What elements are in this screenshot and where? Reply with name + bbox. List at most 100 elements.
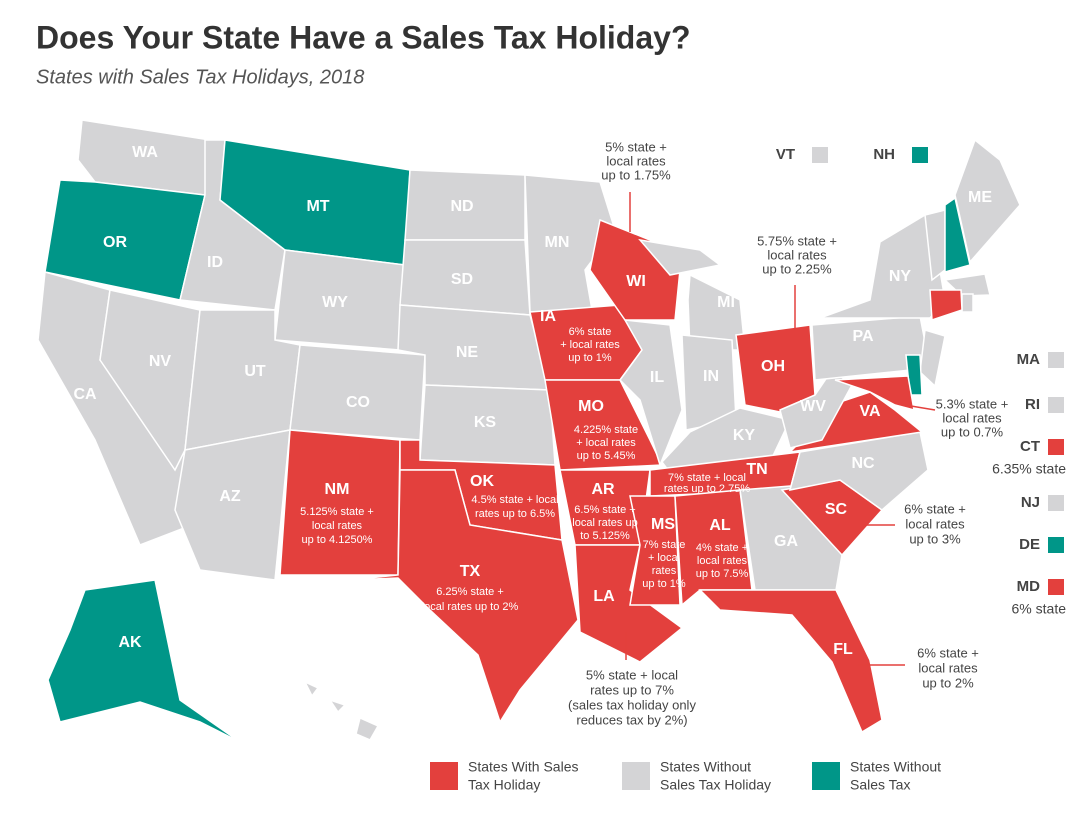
state-shape: [328, 698, 347, 714]
state-label: IA: [540, 308, 556, 325]
state-label: MO: [578, 398, 604, 415]
state-label: MT: [306, 198, 329, 215]
state-note: rates up to 2.75%: [664, 483, 750, 495]
state-label: OH: [761, 358, 785, 375]
state-label: AZ: [219, 488, 241, 505]
state-label: MI: [717, 294, 735, 311]
state-shape: [834, 375, 915, 412]
state-note: up to 2.25%: [762, 261, 832, 276]
state-note: up to 7.5%: [696, 568, 749, 580]
small-state-note: 6.35% state: [992, 461, 1066, 477]
state-shape: [589, 218, 681, 321]
state-note: local rates up to 2%: [422, 601, 519, 613]
state-shape: [349, 469, 579, 724]
state-note: 6.5% state +: [574, 504, 635, 516]
state-label: NM: [325, 481, 350, 498]
state-note: 5% state +: [605, 139, 667, 154]
state-note: up to 1%: [568, 352, 612, 364]
state-shape: [99, 289, 201, 472]
small-state-label: MD: [1017, 578, 1040, 595]
state-note: 5.3% state +: [936, 396, 1009, 411]
state-note: + local rates: [576, 437, 636, 449]
state-note: up to 3%: [909, 531, 961, 546]
state-label: IL: [650, 369, 664, 386]
legend-label: States Without: [660, 759, 751, 775]
state-label: IN: [703, 368, 719, 385]
state-note: local rates up: [572, 517, 637, 529]
state-shape: [629, 495, 681, 606]
state-label: ID: [207, 254, 223, 271]
state-label: GA: [774, 533, 798, 550]
state-shape: [819, 210, 946, 319]
state-shape: [788, 431, 929, 511]
state-note: local rates: [312, 520, 363, 532]
state-note: local rates: [606, 153, 666, 168]
state-shape: [355, 716, 380, 741]
state-label: FL: [833, 641, 853, 658]
state-label: HI: [309, 704, 325, 721]
small-state-swatch: [1048, 439, 1064, 455]
state-label: AR: [591, 481, 615, 498]
state-note: 5.125% state +: [300, 506, 374, 518]
state-note: up to 1%: [642, 578, 686, 590]
state-note: 7% state + local: [668, 472, 746, 484]
small-state-label: NH: [873, 146, 895, 163]
state-note: up to 0.7%: [941, 424, 1004, 439]
state-label: KY: [733, 427, 756, 444]
state-note: reduces tax by 2%): [576, 712, 687, 727]
state-note: (sales tax holiday only: [568, 697, 696, 712]
state-shape: [47, 579, 241, 743]
legend-label: Tax Holiday: [468, 777, 540, 793]
state-label: TN: [746, 461, 767, 478]
state-label: AK: [118, 634, 142, 651]
small-state-swatch: [1048, 537, 1064, 553]
state-note: up to 1.75%: [601, 167, 671, 182]
small-state-note: 6% state: [1012, 601, 1067, 617]
state-label: SC: [825, 501, 848, 518]
state-note: up to 5.45%: [577, 450, 636, 462]
state-shape: [929, 289, 963, 322]
state-shape: [919, 329, 946, 388]
state-label: ND: [450, 198, 473, 215]
state-note: 5% state + local: [586, 667, 678, 682]
state-note: rates: [652, 565, 677, 577]
small-state-label: CT: [1020, 438, 1040, 455]
small-state-label: DE: [1019, 536, 1040, 553]
state-note: up to 2%: [922, 675, 974, 690]
small-state-swatch: [912, 147, 928, 163]
state-shape: [619, 319, 683, 468]
state-shape: [944, 196, 971, 273]
small-state-swatch: [1048, 495, 1064, 511]
state-label: CA: [73, 386, 97, 403]
state-note: + local: [648, 552, 680, 564]
state-shape: [638, 238, 722, 276]
state-note: rates up to 7%: [590, 682, 674, 697]
state-note: + local rates: [560, 339, 620, 351]
state-label: MS: [651, 516, 675, 533]
state-shape: [303, 680, 320, 698]
state-shape: [739, 485, 843, 591]
state-shape: [174, 429, 291, 581]
state-note: local rates: [918, 660, 978, 675]
state-note: 6% state +: [904, 501, 966, 516]
state-shape: [961, 293, 974, 313]
small-state-label: MA: [1017, 351, 1040, 368]
state-note: local rates: [942, 410, 1002, 425]
state-note: local rates: [697, 555, 748, 567]
legend-swatch: [812, 762, 840, 790]
state-note: local rates: [905, 516, 965, 531]
small-state-swatch: [1048, 579, 1064, 595]
state-shape: [289, 344, 426, 441]
state-note: local rates: [767, 247, 827, 262]
legend-label: Sales Tax: [850, 777, 910, 793]
state-note: to 5.125%: [580, 530, 630, 542]
state-label: WY: [322, 294, 348, 311]
small-state-label: NJ: [1021, 494, 1040, 511]
state-note: 4.5% state + local: [471, 494, 558, 506]
state-label: OR: [103, 234, 127, 251]
state-label: NC: [851, 455, 875, 472]
small-state-swatch: [1048, 397, 1064, 413]
small-state-swatch: [1048, 352, 1064, 368]
state-label: SD: [451, 271, 473, 288]
